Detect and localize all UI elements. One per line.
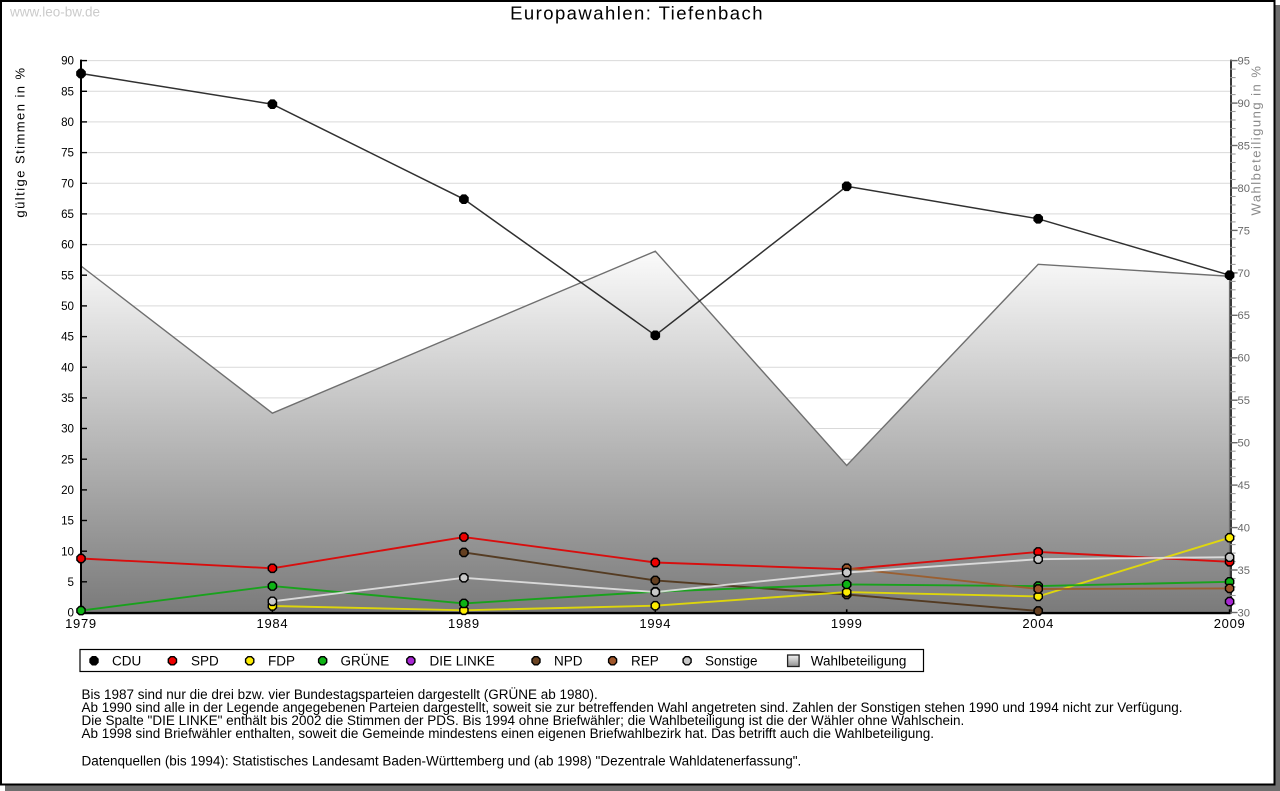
svg-text:95: 95	[1238, 56, 1250, 68]
svg-text:Die Spalte "DIE LINKE" enthält: Die Spalte "DIE LINKE" enthält bis 2002 …	[82, 713, 965, 728]
svg-text:45: 45	[1238, 480, 1250, 492]
svg-text:35: 35	[1238, 565, 1250, 577]
svg-text:Ab 1990 sind alle in der Legen: Ab 1990 sind alle in der Legende angegeb…	[82, 700, 1183, 715]
svg-text:SPD: SPD	[191, 653, 219, 668]
svg-text:40: 40	[1238, 523, 1250, 535]
svg-text:45: 45	[61, 331, 74, 344]
svg-text:25: 25	[61, 453, 74, 466]
svg-text:85: 85	[61, 85, 74, 98]
svg-text:1989: 1989	[448, 616, 480, 631]
svg-text:0: 0	[68, 607, 74, 620]
svg-text:Europawahlen: Tiefenbach: Europawahlen: Tiefenbach	[510, 3, 764, 24]
svg-text:gültige Stimmen in %: gültige Stimmen in %	[13, 66, 28, 217]
svg-text:5: 5	[68, 576, 74, 589]
svg-text:CDU: CDU	[112, 653, 141, 668]
svg-text:NPD: NPD	[554, 653, 583, 668]
svg-text:70: 70	[61, 177, 74, 190]
svg-text:60: 60	[1238, 353, 1250, 365]
svg-text:REP: REP	[631, 653, 659, 668]
svg-text:75: 75	[61, 147, 74, 160]
svg-text:2004: 2004	[1022, 616, 1054, 631]
svg-text:1984: 1984	[257, 616, 289, 631]
svg-text:50: 50	[1238, 438, 1250, 450]
svg-text:www.leo-bw.de: www.leo-bw.de	[9, 5, 100, 20]
svg-text:1994: 1994	[639, 616, 671, 631]
svg-text:85: 85	[1238, 140, 1250, 152]
svg-text:10: 10	[61, 545, 74, 558]
svg-text:20: 20	[61, 484, 74, 497]
svg-text:1979: 1979	[65, 616, 97, 631]
svg-text:55: 55	[1238, 395, 1250, 407]
svg-text:65: 65	[1238, 310, 1250, 322]
svg-text:GRÜNE: GRÜNE	[341, 653, 390, 668]
svg-text:65: 65	[61, 208, 74, 221]
svg-text:Sonstige: Sonstige	[705, 653, 758, 668]
svg-text:90: 90	[1238, 98, 1250, 110]
svg-text:35: 35	[61, 392, 74, 405]
svg-text:DIE LINKE: DIE LINKE	[430, 653, 495, 668]
svg-text:Bis 1987 sind nur die drei bzw: Bis 1987 sind nur die drei bzw. vier Bun…	[82, 687, 598, 702]
svg-text:90: 90	[61, 55, 74, 68]
svg-text:Wahlbeteiligung in %: Wahlbeteiligung in %	[1249, 65, 1264, 216]
svg-text:Datenquellen (bis 1994): Stati: Datenquellen (bis 1994): Statistisches L…	[82, 754, 802, 769]
svg-text:30: 30	[61, 423, 74, 436]
svg-text:Ab 1998 sind Briefwähler entha: Ab 1998 sind Briefwähler enthalten, sowe…	[82, 726, 935, 741]
svg-text:70: 70	[1238, 268, 1250, 280]
svg-text:Wahlbeteiligung: Wahlbeteiligung	[811, 653, 907, 668]
svg-text:80: 80	[1238, 183, 1250, 195]
svg-text:15: 15	[61, 515, 74, 528]
svg-text:1999: 1999	[831, 616, 863, 631]
svg-text:FDP: FDP	[268, 653, 295, 668]
svg-text:60: 60	[61, 239, 74, 252]
svg-text:50: 50	[61, 300, 74, 313]
svg-text:2009: 2009	[1214, 616, 1246, 631]
svg-text:40: 40	[61, 361, 74, 374]
svg-text:80: 80	[61, 116, 74, 129]
svg-text:30: 30	[1238, 607, 1250, 619]
svg-text:55: 55	[61, 269, 74, 282]
svg-text:75: 75	[1238, 225, 1250, 237]
